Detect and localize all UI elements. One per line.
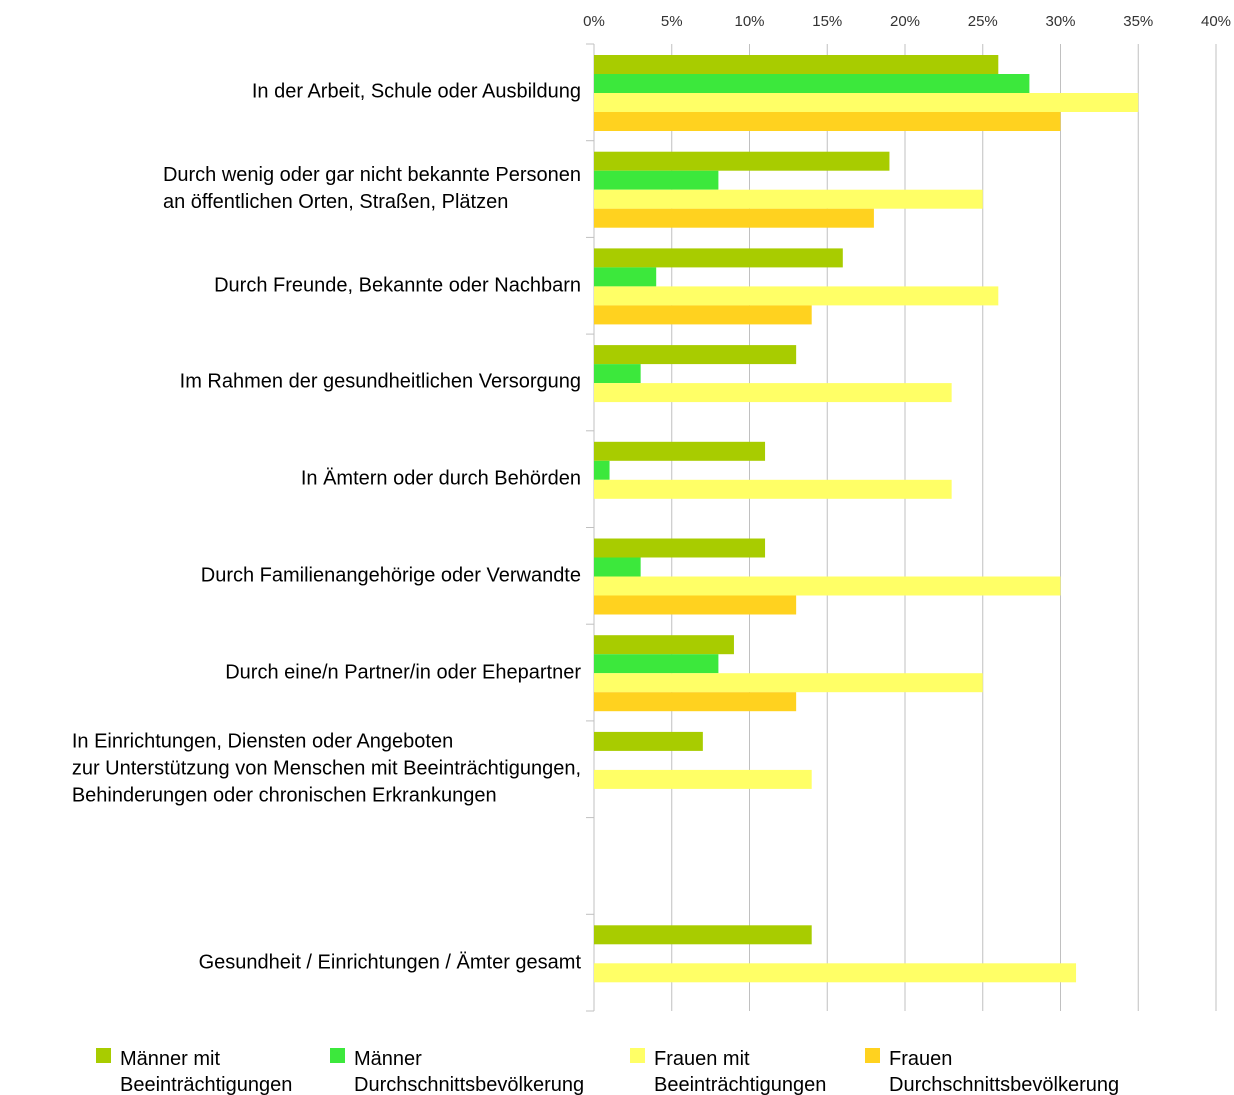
- category-label: In Einrichtungen, Diensten oder Angebote…: [71, 730, 581, 807]
- bar: [594, 460, 610, 480]
- legend-swatch: [630, 1048, 645, 1063]
- bar: [594, 112, 1061, 131]
- bar: [594, 538, 766, 558]
- bar: [594, 479, 952, 499]
- category-label: Im Rahmen der gesundheitlichen Versorgun…: [179, 370, 581, 393]
- legend-label: Männer Durchschnittsbevölkerung: [354, 1048, 585, 1095]
- category-label: Durch Freunde, Bekannte oder Nachbarn: [214, 274, 581, 297]
- x-tick-label: 15%: [812, 13, 842, 30]
- x-tick-label: 35%: [1123, 13, 1153, 30]
- bar: [594, 208, 874, 228]
- bar: [594, 170, 719, 190]
- bar: [594, 151, 890, 171]
- bar: [594, 383, 952, 403]
- bar: [594, 731, 703, 751]
- legend-label: Frauen mit Beeinträchtigungen: [654, 1048, 827, 1095]
- x-tick-label: 10%: [734, 13, 764, 30]
- bar: [594, 635, 734, 655]
- bar: [594, 673, 983, 693]
- legend-swatch: [330, 1048, 345, 1063]
- x-tick-label: 30%: [1045, 13, 1075, 30]
- bar: [594, 595, 797, 615]
- x-tick-label: 25%: [968, 13, 998, 30]
- x-tick-label: 40%: [1201, 13, 1231, 30]
- category-label: In der Arbeit, Schule oder Ausbildung: [251, 80, 581, 103]
- bar: [594, 654, 719, 674]
- bar: [594, 74, 1030, 93]
- bar: [594, 55, 999, 74]
- legend-label: Männer mit Beeinträchtigungen: [120, 1048, 293, 1095]
- bar: [594, 692, 797, 712]
- bar: [594, 189, 983, 209]
- category-label: Durch wenig oder gar nicht bekannte Pers…: [162, 164, 581, 214]
- bar: [594, 345, 797, 365]
- bar: [594, 557, 641, 577]
- x-tick-label: 20%: [890, 13, 920, 30]
- category-label: Durch eine/n Partner/in oder Ehepartner: [225, 661, 581, 684]
- bar: [594, 364, 641, 384]
- bar: [594, 963, 1077, 983]
- bar: [594, 441, 766, 461]
- bar: [594, 93, 1139, 112]
- bar: [594, 576, 1061, 596]
- legend-swatch: [865, 1048, 880, 1063]
- bar: [594, 925, 812, 945]
- category-label: Gesundheit / Einrichtungen / Ämter gesam…: [198, 951, 581, 974]
- legend-swatch: [96, 1048, 111, 1063]
- x-tick-label: 0%: [583, 13, 605, 30]
- category-label: Durch Familienangehörige oder Verwandte: [200, 564, 581, 587]
- bar: [594, 267, 657, 287]
- bar: [594, 248, 843, 268]
- legend-label: Frauen Durchschnittsbevölkerung: [889, 1048, 1120, 1095]
- category-label: In Ämtern oder durch Behörden: [300, 467, 581, 490]
- bar: [594, 305, 812, 325]
- x-tick-label: 5%: [661, 13, 683, 30]
- bar: [594, 769, 812, 789]
- bar: [594, 286, 999, 306]
